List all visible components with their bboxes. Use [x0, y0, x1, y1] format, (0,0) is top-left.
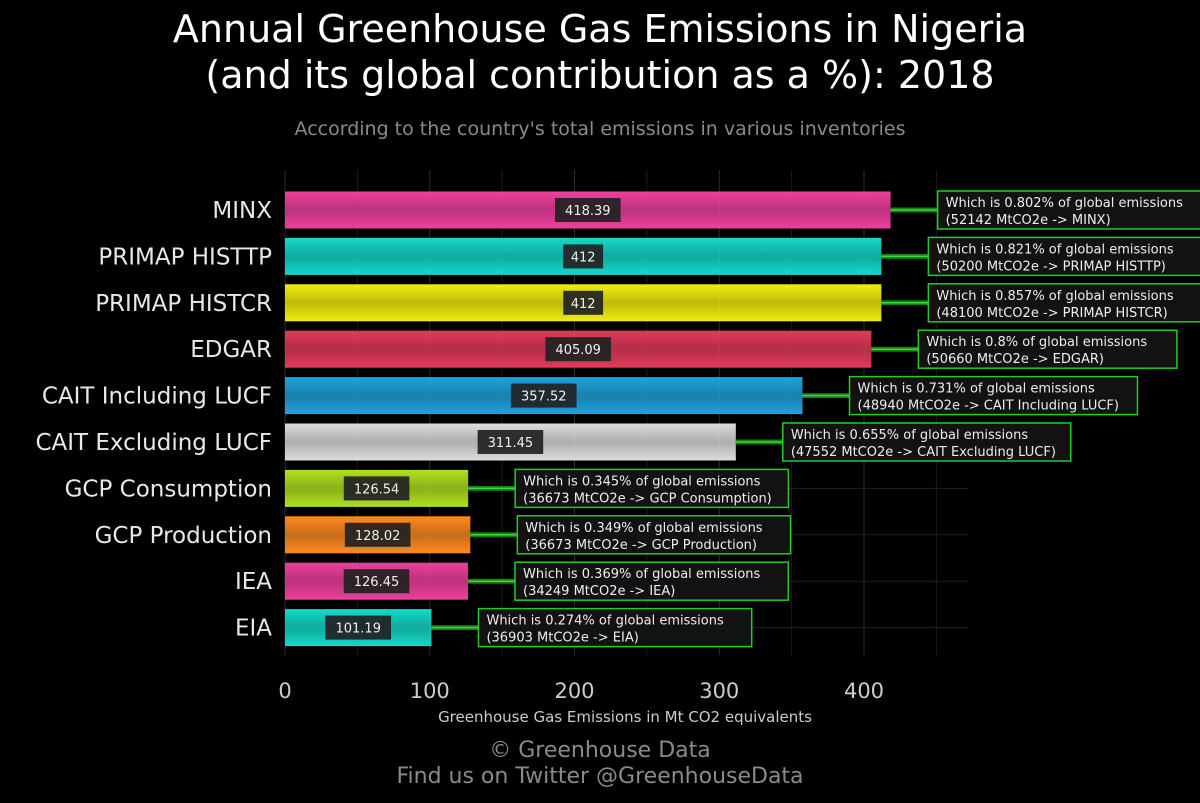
annotation-box: [516, 515, 792, 555]
category-label: PRIMAP HISTCR: [95, 291, 272, 317]
value-label: 128.02: [355, 529, 401, 544]
x-tick-label: 300: [699, 679, 739, 703]
value-label-box: [343, 569, 410, 594]
category-label: CAIT Excluding LUCF: [35, 430, 272, 456]
chart-title-line-2: (and its global contribution as a %): 20…: [205, 53, 995, 97]
annotation-line-1: Which is 0.8% of global emissions: [926, 335, 1147, 350]
value-label-box: [477, 430, 544, 454]
annotation-line-1: Which is 0.345% of global emissions: [523, 474, 761, 489]
value-label: 126.45: [354, 575, 400, 590]
value-label-box: [545, 337, 611, 362]
annotation-line-1: Which is 0.821% of global emissions: [936, 242, 1174, 257]
category-label: CAIT Including LUCF: [42, 384, 272, 410]
chart-title: Annual Greenhouse Gas Emissions in Niger…: [0, 6, 1200, 98]
value-label: 412: [571, 297, 596, 312]
x-tick-label: 200: [554, 679, 594, 703]
annotation-box: [782, 422, 1072, 462]
value-label: 418.39: [565, 204, 611, 219]
annotation-line-1: Which is 0.802% of global emissions: [946, 196, 1184, 211]
footer-copyright: © Greenhouse Data: [489, 738, 711, 763]
annotation-line-2: (48100 MtCO2e -> PRIMAP HISTCR): [936, 306, 1167, 321]
annotation-line-2: (36903 MtCO2e -> EIA): [486, 631, 638, 646]
value-label-box: [343, 476, 410, 501]
value-label: 311.45: [488, 436, 534, 451]
annotation-box: [917, 329, 1178, 369]
annotation-box: [927, 236, 1200, 277]
value-label-box: [555, 198, 621, 222]
annotation-box: [848, 375, 1139, 416]
value-label: 405.09: [555, 343, 601, 358]
value-label: 412: [571, 250, 596, 265]
annotation-line-2: (50200 MtCO2e -> PRIMAP HISTTP): [936, 259, 1166, 274]
annotation-box: [514, 468, 790, 509]
value-label-box: [325, 615, 392, 640]
category-label: GCP Production: [95, 523, 272, 549]
x-tick-label: 400: [844, 679, 884, 703]
category-label: EIA: [235, 616, 272, 642]
chart-subtitle: According to the country's total emissio…: [294, 118, 906, 140]
category-label: MINX: [212, 198, 272, 224]
category-label: PRIMAP HISTTP: [98, 244, 272, 270]
footer-twitter: Find us on Twitter @GreenhouseData: [396, 764, 804, 789]
annotation-line-2: (50660 MtCO2e -> EDGAR): [926, 352, 1104, 367]
chart-title-line-1: Annual Greenhouse Gas Emissions in Niger…: [172, 7, 1028, 51]
annotation-box: [927, 283, 1200, 323]
annotation-line-2: (48940 MtCO2e -> CAIT Including LUCF): [858, 399, 1119, 414]
annotation-box: [477, 607, 753, 648]
category-label: EDGAR: [190, 337, 272, 363]
annotation-line-1: Which is 0.857% of global emissions: [936, 289, 1174, 304]
annotation-line-2: (36673 MtCO2e -> GCP Consumption): [523, 491, 772, 506]
value-label-box: [563, 244, 604, 269]
annotation-line-1: Which is 0.349% of global emissions: [525, 521, 763, 536]
value-label: 101.19: [335, 622, 381, 637]
value-label-box: [344, 522, 411, 547]
category-label: GCP Consumption: [65, 476, 272, 502]
annotation-line-2: (36673 MtCO2e -> GCP Production): [525, 538, 757, 553]
annotation-line-2: (34249 MtCO2e -> IEA): [523, 584, 675, 599]
annotation-line-2: (47552 MtCO2e -> CAIT Excluding LUCF): [791, 445, 1056, 460]
annotation-line-1: Which is 0.655% of global emissions: [791, 428, 1029, 443]
annotation-line-1: Which is 0.731% of global emissions: [858, 382, 1096, 397]
x-tick-label: 100: [410, 679, 450, 703]
x-tick-label: 0: [278, 679, 291, 703]
annotation-line-1: Which is 0.274% of global emissions: [486, 614, 724, 629]
annotation-line-1: Which is 0.369% of global emissions: [523, 567, 761, 582]
annotation-box: [514, 561, 790, 601]
value-label: 357.52: [521, 390, 567, 405]
annotation-box: [936, 190, 1200, 230]
annotation-line-2: (52142 MtCO2e -> MINX): [946, 213, 1111, 228]
value-label-box: [563, 290, 604, 315]
category-label: IEA: [235, 569, 272, 595]
value-label: 126.54: [354, 482, 400, 497]
x-axis-label: Greenhouse Gas Emissions in Mt CO2 equiv…: [438, 708, 812, 726]
value-label-box: [510, 383, 577, 408]
